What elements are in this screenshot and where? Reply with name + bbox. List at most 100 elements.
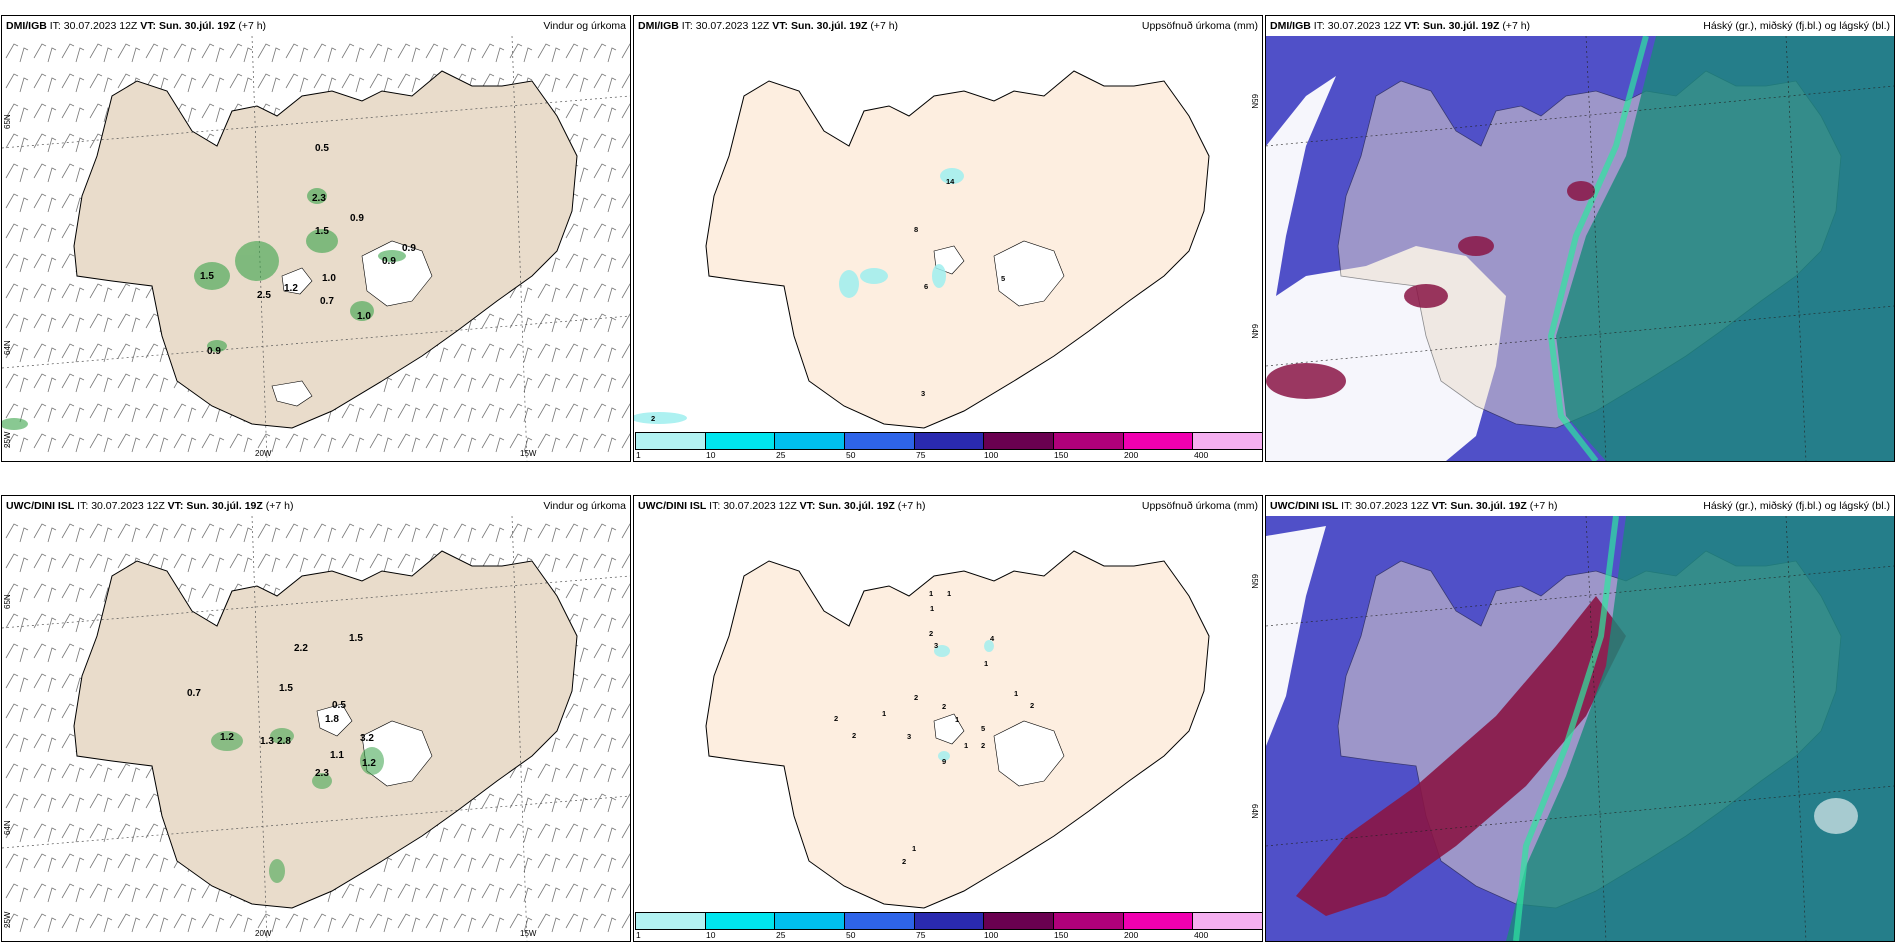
colorbar-tick: 150: [1054, 450, 1069, 460]
mid-cloud-areas: [1266, 181, 1595, 399]
colorbar-swatch: [845, 913, 915, 929]
panel-clouds-uwc: UWC/DINI ISL IT: 30.07.2023 12Z VT: Sun.…: [1265, 495, 1895, 942]
colorbar-swatches: [635, 432, 1262, 450]
precip-label: 2: [651, 414, 655, 423]
lead-time: (+7 h): [870, 20, 899, 32]
vt-label: VT:: [1431, 500, 1448, 512]
glacier-2: [281, 267, 313, 295]
grid-lat-64: [2, 795, 630, 849]
colorbar-swatch: [775, 433, 846, 449]
precip-label: 4: [990, 634, 995, 643]
precip-label: 0.9: [350, 213, 364, 224]
panel-header: DMI/IGB IT: 30.07.2023 12Z VT: Sun. 30.j…: [634, 16, 1262, 36]
cloud-map: [1266, 36, 1894, 461]
lat-label-64: 64N: [3, 340, 12, 355]
precip-label: 5: [1001, 274, 1005, 283]
panel-accum-precip-dmi: DMI/IGB IT: 30.07.2023 12Z VT: Sun. 30.j…: [633, 15, 1263, 462]
it-label: IT:: [1341, 500, 1353, 512]
colorbar-swatch: [1054, 433, 1124, 449]
map-area: 2.2 1.5 0.7 1.5 0.5 1.8 1.2 1.3 2.8 3.2 …: [2, 516, 630, 941]
glacier-1: [993, 720, 1065, 787]
precip-label: 1.8: [325, 714, 339, 725]
colorbar-tick: 75: [916, 450, 926, 460]
precip-label: 1.0: [357, 311, 371, 322]
init-time: 30.07.2023 12Z: [695, 20, 770, 32]
colorbar-tick: 1: [636, 930, 641, 940]
map-area: 0.5 2.3 0.9 1.5 0.9 0.9 1.5 2.5 1.2 1.0 …: [2, 36, 630, 461]
colorbar-swatch: [1123, 433, 1194, 449]
precip-label: 2: [914, 693, 918, 702]
high-cloud-area: [1556, 36, 1894, 461]
precip-label: 1: [929, 589, 933, 598]
model-name: UWC/DINI ISL: [6, 500, 75, 512]
mid-cloud-band: [1296, 596, 1626, 916]
high-cloud-area: [1506, 516, 1894, 941]
precip-label: 1: [984, 659, 988, 668]
colorbar-ticks: 1 10 25 50 75 100 150 200 400: [635, 930, 1262, 940]
init-time: 30.07.2023 12Z: [1327, 20, 1402, 32]
vt-label: VT:: [1404, 20, 1421, 32]
model-name: UWC/DINI ISL: [1270, 500, 1339, 512]
valid-time: Sun. 30.júl. 19Z: [818, 500, 895, 512]
lat-label-65: 65N: [1250, 574, 1259, 589]
valid-time: Sun. 30.júl. 19Z: [790, 20, 868, 32]
colorbar-tick: 1: [636, 450, 641, 460]
iceland-map: 2.2 1.5 0.7 1.5 0.5 1.8 1.2 1.3 2.8 3.2 …: [2, 516, 630, 941]
precip-label: 0.9: [402, 243, 416, 254]
vt-label: VT:: [772, 20, 789, 32]
colorbar-swatch: [636, 913, 706, 929]
precip-label: 1: [882, 709, 886, 718]
vt-label: VT:: [140, 20, 157, 32]
it-label: IT:: [77, 500, 89, 512]
panel-header: DMI/IGB IT: 30.07.2023 12Z VT: Sun. 30.j…: [2, 16, 630, 36]
map-area: 14 8 6 5 3 2 65N 64N: [634, 36, 1262, 461]
model-name: DMI/IGB: [638, 20, 679, 32]
map-area: [1266, 36, 1894, 461]
lon-label-25: 25W: [3, 431, 12, 448]
panel-wind-precip-dmi: DMI/IGB IT: 30.07.2023 12Z VT: Sun. 30.j…: [1, 15, 631, 462]
precip-label: 6: [924, 282, 928, 291]
colorbar-tick: 10: [706, 450, 716, 460]
panel-accum-precip-uwc: UWC/DINI ISL IT: 30.07.2023 12Z VT: Sun.…: [633, 495, 1263, 942]
precip-label: 1: [955, 715, 959, 724]
colorbar-tick: 100: [984, 930, 999, 940]
panel-header: UWC/DINI ISL IT: 30.07.2023 12Z VT: Sun.…: [634, 496, 1262, 516]
colorbar-swatch: [914, 913, 985, 929]
vt-label: VT:: [167, 500, 184, 512]
grid-lat-65: [2, 95, 630, 149]
product-title: Vindur og úrkoma: [543, 20, 626, 32]
high-cloud-edge: [1513, 516, 1619, 941]
grid-line: [1266, 36, 1894, 461]
colorbar-swatch: [984, 913, 1055, 929]
precip-label: 2: [902, 857, 906, 866]
vt-label: VT:: [799, 500, 816, 512]
model-name: DMI/IGB: [6, 20, 47, 32]
glacier-2: [933, 713, 965, 745]
clear-area: [1266, 526, 1326, 746]
lat-label-65: 65N: [3, 594, 12, 609]
colorbar-tick: 400: [1194, 930, 1209, 940]
product-title: Háský (gr.), miðský (fj.bl.) og lágský (…: [1703, 20, 1890, 32]
precip-label: 1.2: [362, 758, 376, 769]
lat-label-64: 64N: [3, 820, 12, 835]
precip-label: 1.5: [279, 683, 293, 694]
iceland-map: 14 8 6 5 3 2 65N 64N: [634, 36, 1262, 461]
precip-label: 9: [942, 757, 946, 766]
lat-label-65: 65N: [3, 114, 12, 129]
land-mass: [705, 70, 1210, 429]
precip-label: 1: [1014, 689, 1018, 698]
precip-label: 0.5: [315, 143, 329, 154]
precip-label: 3.2: [360, 733, 374, 744]
colorbar-tick: 100: [984, 450, 999, 460]
valid-time: Sun. 30.júl. 19Z: [158, 20, 236, 32]
colorbar-swatch: [845, 433, 915, 449]
precip-label: 3: [907, 732, 911, 741]
lon-label-20: 20W: [255, 929, 272, 938]
cloud-map: [1266, 516, 1894, 941]
colorbar-swatch: [775, 913, 846, 929]
grid-lon-15: [511, 516, 528, 941]
lon-label-25: 25W: [3, 911, 12, 928]
precip-areas: [934, 640, 994, 761]
model-name: DMI/IGB: [1270, 20, 1311, 32]
precip-label: 1.3: [260, 736, 274, 747]
